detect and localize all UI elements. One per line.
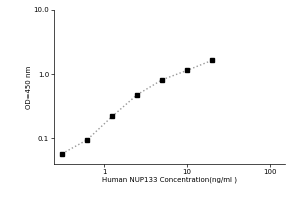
Y-axis label: OD=450 nm: OD=450 nm (26, 65, 32, 109)
X-axis label: Human NUP133 Concentration(ng/ml ): Human NUP133 Concentration(ng/ml ) (102, 176, 237, 183)
